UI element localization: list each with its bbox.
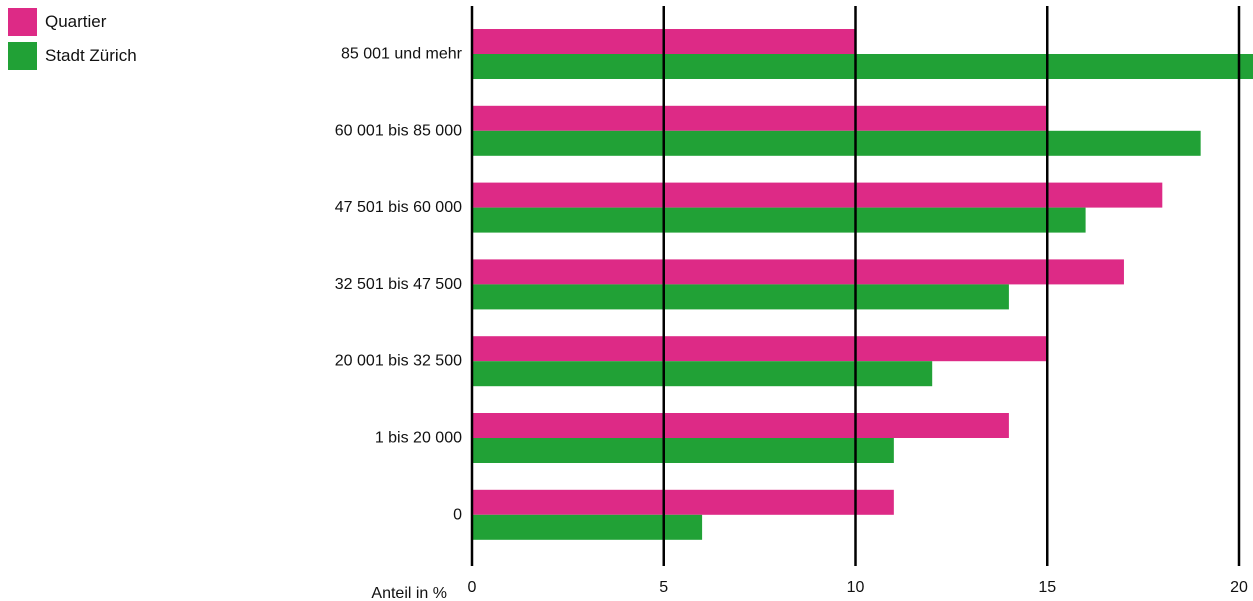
category-label-0: 0 [453,506,462,523]
bar-quartier-60-001-bis-85-000 [472,105,1048,131]
category-label-85-001-und-mehr: 85 001 und mehr [341,46,463,63]
category-labels: 85 001 und mehr 60 001 bis 85 000 47 501 b… [335,46,463,524]
x-tick-label-15: 15 [1038,579,1056,596]
legend-item-stadt-zuerich: Stadt Zürich [8,42,137,70]
legend-label-quartier: Quartier [45,12,107,31]
legend-swatch-stadt-zuerich [8,42,37,70]
bar-stadt-zuerich-85-001-und-mehr [472,54,1253,79]
x-tick-labels: 0 5 10 15 20 [468,579,1248,596]
x-tick-label-0: 0 [468,579,477,596]
legend-item-quartier: Quartier [8,8,137,36]
bar-quartier-0 [472,489,894,515]
category-label-1-bis-20-000: 1 bis 20 000 [375,430,462,447]
bar-quartier-1-bis-20-000 [472,413,1009,438]
bar-stadt-zuerich-1-bis-20-000 [472,438,894,463]
category-label-47-501-bis-60-000: 47 501 bis 60 000 [335,199,462,216]
legend: Quartier Stadt Zürich [8,8,137,76]
x-tick-label-5: 5 [659,579,668,596]
bar-stadt-zuerich-20-001-bis-32-500 [472,361,933,387]
bar-stadt-zuerich-60-001-bis-85-000 [472,130,1201,156]
category-label-60-001-bis-85-000: 60 001 bis 85 000 [335,122,462,139]
bar-stadt-zuerich-32-501-bis-47-500 [472,284,1009,310]
bars-layer [472,29,1253,540]
x-tick-label-20: 20 [1230,579,1248,596]
bar-stadt-zuerich-0 [472,514,703,540]
bar-quartier-20-001-bis-32-500 [472,336,1048,362]
bar-quartier-32-501-bis-47-500 [472,259,1124,285]
legend-swatch-quartier [8,8,37,36]
category-label-20-001-bis-32-500: 20 001 bis 32 500 [335,353,462,370]
x-tick-label-10: 10 [847,579,865,596]
grid-layer [470,6,1241,566]
x-axis-title: Anteil in % [371,585,447,601]
category-label-32-501-bis-47-500: 32 501 bis 47 500 [335,276,462,293]
legend-label-stadt-zuerich: Stadt Zürich [45,46,137,65]
bar-quartier-47-501-bis-60-000 [472,182,1163,208]
bar-stadt-zuerich-47-501-bis-60-000 [472,207,1086,233]
